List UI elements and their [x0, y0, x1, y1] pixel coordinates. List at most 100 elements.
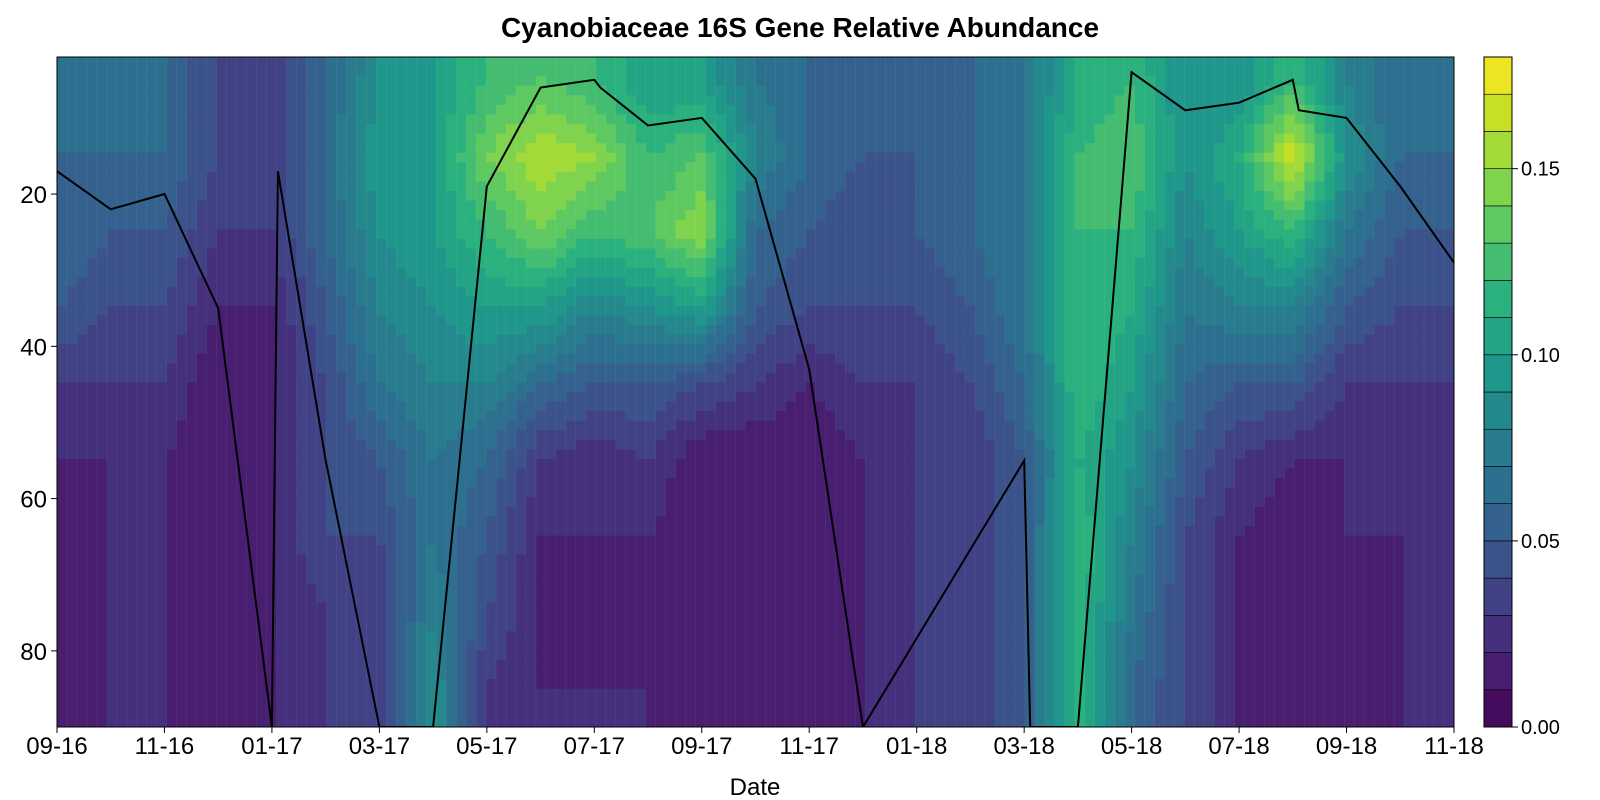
heatmap-cell	[1044, 191, 1056, 202]
heatmap-cell	[1274, 181, 1285, 192]
heatmap-cell	[675, 392, 687, 403]
heatmap-cell	[615, 344, 627, 355]
heatmap-cell	[525, 57, 537, 68]
heatmap-cell	[496, 267, 507, 278]
heatmap-cell	[595, 57, 607, 68]
heatmap-cell	[446, 267, 457, 278]
heatmap-cell	[1054, 363, 1066, 374]
heatmap-cell	[126, 143, 138, 154]
heatmap-cell	[865, 133, 876, 144]
heatmap-cell	[1264, 57, 1275, 68]
heatmap-cell	[855, 372, 866, 384]
heatmap-cell	[1344, 104, 1355, 116]
heatmap-cell	[1264, 181, 1275, 192]
heatmap-cell	[795, 229, 806, 240]
heatmap-cell	[555, 200, 567, 211]
heatmap-cell	[1284, 133, 1295, 144]
heatmap-cell	[1014, 248, 1026, 259]
heatmap-cell	[905, 392, 916, 403]
heatmap-cell	[705, 200, 717, 211]
heatmap-cell	[1104, 229, 1116, 240]
heatmap-cell	[1124, 219, 1136, 230]
heatmap-cell	[1374, 143, 1385, 154]
heatmap-cell	[985, 95, 996, 106]
heatmap-cell	[735, 229, 747, 240]
heatmap-cell	[1174, 124, 1186, 135]
heatmap-cell	[196, 171, 208, 183]
heatmap-cell	[436, 124, 447, 135]
heatmap-cell	[835, 258, 846, 269]
heatmap-cell	[376, 124, 387, 135]
heatmap-cell	[506, 143, 517, 154]
heatmap-cell	[945, 382, 956, 393]
heatmap-cell	[1244, 85, 1256, 96]
heatmap-cell	[845, 325, 856, 336]
heatmap-cell	[555, 363, 567, 374]
heatmap-cell	[1384, 152, 1395, 163]
heatmap-cell	[705, 181, 717, 192]
heatmap-cell	[86, 95, 98, 106]
heatmap-cell	[1274, 219, 1285, 230]
heatmap-cell	[1084, 229, 1096, 240]
heatmap-cell	[985, 363, 996, 374]
heatmap-cell	[476, 152, 487, 163]
heatmap-cell	[635, 277, 647, 288]
heatmap-cell	[845, 171, 856, 183]
heatmap-cell	[1444, 258, 1454, 269]
heatmap-cell	[466, 210, 477, 221]
heatmap-cell	[76, 315, 88, 326]
heatmap-cell	[296, 104, 308, 116]
heatmap-cell	[186, 162, 198, 173]
heatmap-cell	[805, 210, 816, 221]
heatmap-cell	[66, 191, 78, 202]
heatmap-cell	[1384, 353, 1395, 364]
heatmap-cell	[196, 238, 208, 250]
heatmap-cell	[516, 344, 527, 355]
heatmap-cell	[456, 66, 467, 77]
heatmap-cell	[1414, 85, 1425, 96]
heatmap-cell	[416, 229, 427, 240]
heatmap-cell	[765, 353, 777, 364]
heatmap-cell	[1394, 124, 1405, 135]
heatmap-cell	[1184, 305, 1196, 317]
heatmap-cell	[525, 296, 537, 307]
heatmap-cell	[1174, 382, 1186, 393]
heatmap-cell	[885, 344, 896, 355]
heatmap-cell	[1374, 171, 1385, 183]
heatmap-cell	[615, 57, 627, 68]
heatmap-cell	[1194, 334, 1206, 345]
heatmap-cell	[925, 219, 936, 230]
heatmap-cell	[1104, 372, 1116, 384]
heatmap-cell	[226, 353, 238, 364]
heatmap-cell	[286, 66, 298, 77]
heatmap-cell	[506, 124, 517, 135]
heatmap-cell	[266, 133, 278, 144]
heatmap-cell	[1374, 114, 1385, 125]
heatmap-cell	[1294, 171, 1305, 183]
heatmap-cell	[1184, 114, 1196, 125]
heatmap-cell	[1084, 162, 1096, 173]
heatmap-cell	[506, 382, 517, 393]
heatmap-cell	[1324, 57, 1335, 68]
heatmap-cell	[146, 277, 158, 288]
heatmap-cell	[296, 277, 308, 288]
heatmap-cell	[216, 286, 228, 297]
heatmap-cell	[1064, 85, 1076, 96]
heatmap-cell	[1354, 200, 1365, 211]
heatmap-cell	[1014, 238, 1026, 250]
heatmap-cell	[106, 219, 118, 230]
heatmap-cell	[1244, 248, 1256, 259]
heatmap-cell	[1204, 76, 1216, 87]
heatmap-cell	[446, 219, 457, 230]
heatmap-cell	[1224, 95, 1236, 106]
heatmap-cell	[1354, 258, 1365, 269]
heatmap-cell	[955, 392, 966, 403]
heatmap-cell	[246, 334, 258, 345]
heatmap-cell	[735, 277, 747, 288]
heatmap-cell	[1024, 229, 1036, 240]
heatmap-cell	[1274, 296, 1285, 307]
heatmap-cell	[1264, 248, 1275, 259]
heatmap-cell	[925, 181, 936, 192]
heatmap-cell	[356, 171, 367, 183]
heatmap-cell	[106, 95, 118, 106]
